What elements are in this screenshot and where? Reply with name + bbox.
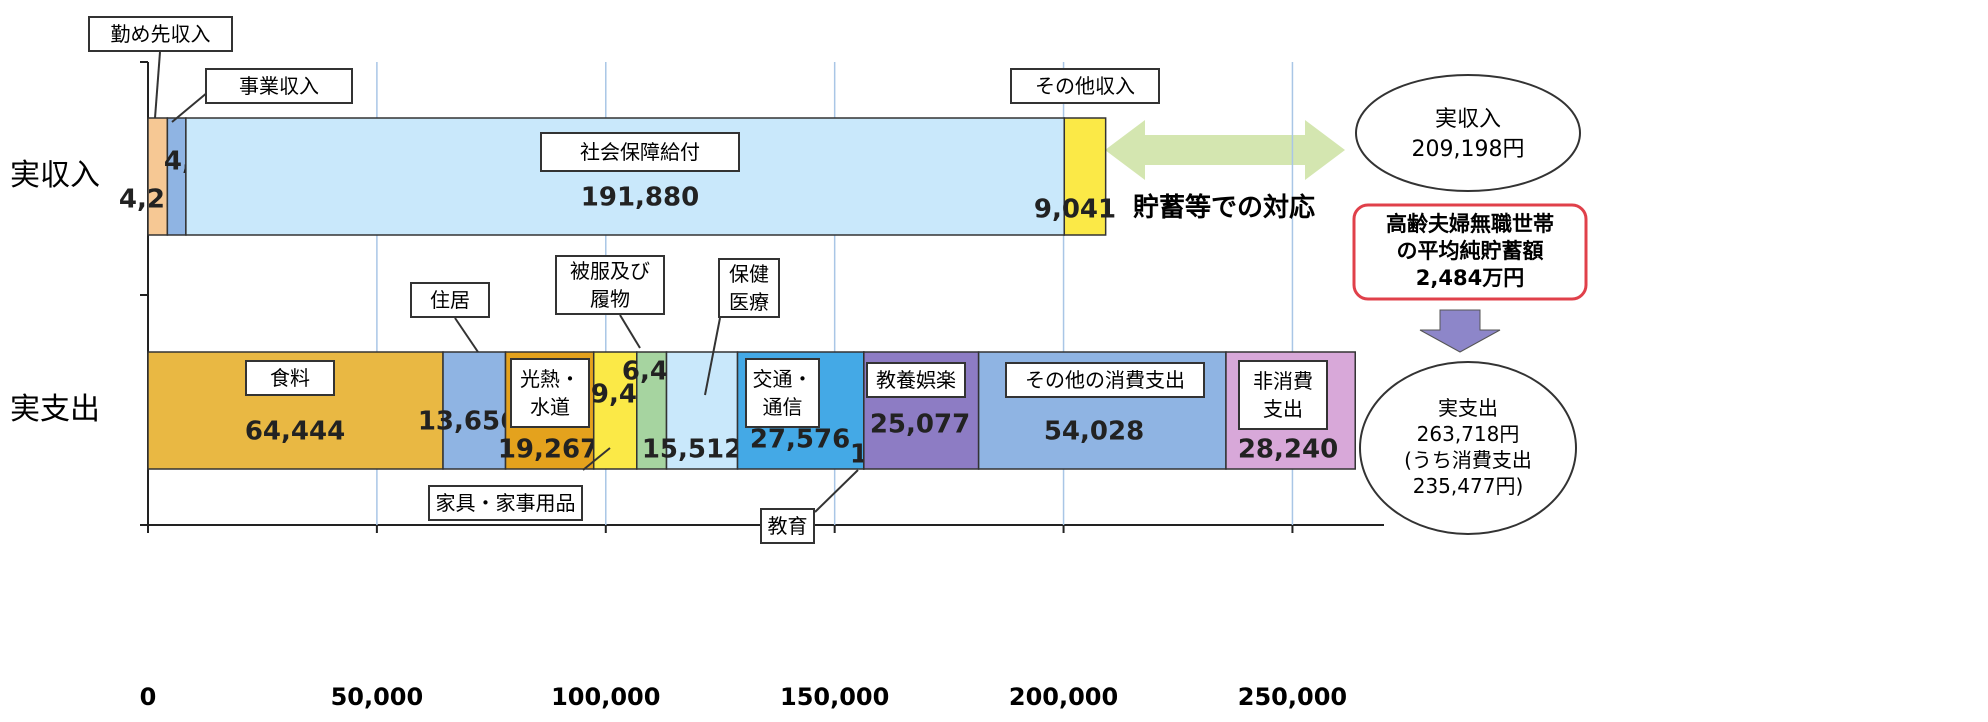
annotation: 貯蓄等での対応 <box>1133 193 1316 223</box>
double-arrow <box>1105 120 1345 180</box>
segment-name: 住居 <box>410 282 490 318</box>
leader-line <box>619 314 641 349</box>
savings-box <box>1352 203 1588 301</box>
leader-line <box>171 91 209 123</box>
x-tick-label: 250,000 <box>1238 683 1347 711</box>
leader-line <box>814 469 859 513</box>
income-ellipse <box>1355 74 1581 192</box>
value-label: 191,880 <box>581 183 699 213</box>
expense-ellipse <box>1359 361 1577 535</box>
bar-segment <box>1063 117 1107 236</box>
leader-line <box>582 447 611 471</box>
segment-name: 交通・ 通信 <box>745 358 820 428</box>
value-label: 19,267 <box>498 435 598 465</box>
x-tick-label: 150,000 <box>780 683 889 711</box>
segment-name: 教養娯楽 <box>866 362 966 398</box>
annotation: 高齢夫婦無職世帯 の平均純貯蓄額 2,484万円 <box>1386 212 1554 290</box>
bar-segment <box>442 351 507 470</box>
segment-name: 勤め先収入 <box>88 16 233 52</box>
bar-segment <box>166 117 187 236</box>
value-label: 9,041 <box>1034 195 1116 225</box>
segment-name: 被服及び 履物 <box>555 255 665 315</box>
segment-name: 保健 医療 <box>718 258 780 318</box>
leader-line <box>154 51 161 119</box>
annotation: 実収入 209,198円 <box>1411 107 1525 162</box>
x-tick-label: 100,000 <box>551 683 660 711</box>
bar-segment <box>636 351 668 470</box>
down-arrow <box>1419 309 1501 353</box>
value-label: 13,656 <box>418 407 518 437</box>
value-label: 28,240 <box>1238 435 1338 465</box>
x-tick-label: 0 <box>140 683 157 711</box>
leader-line <box>454 317 479 353</box>
segment-name: 食料 <box>245 360 335 396</box>
segment-name: その他の消費支出 <box>1005 362 1205 398</box>
segment-name: 事業収入 <box>205 68 353 104</box>
category-label: 実収入 <box>10 158 100 193</box>
segment-name: 社会保障給付 <box>540 132 740 172</box>
value-label: 54,028 <box>1044 417 1144 447</box>
annotation: 実支出 263,718円 (うち消費支出 235,477円) <box>1404 396 1532 498</box>
segment-name: 家具・家事用品 <box>428 485 583 521</box>
segment-name: その他収入 <box>1010 68 1160 104</box>
leader-line <box>704 317 721 396</box>
value-label: 64,444 <box>245 417 345 447</box>
segment-name: 非消費 支出 <box>1238 360 1328 430</box>
segment-name: 光熱・ 水道 <box>510 358 590 428</box>
bar-segment <box>147 117 169 236</box>
value-label: 27,576 <box>750 425 850 455</box>
value-label: 25,077 <box>870 410 970 440</box>
category-label: 実支出 <box>10 392 100 427</box>
bar-segment <box>592 351 638 470</box>
segment-name: 教育 <box>760 508 815 544</box>
value-label: 15,512 <box>642 435 742 465</box>
x-tick-label: 50,000 <box>331 683 424 711</box>
x-tick-label: 200,000 <box>1009 683 1118 711</box>
